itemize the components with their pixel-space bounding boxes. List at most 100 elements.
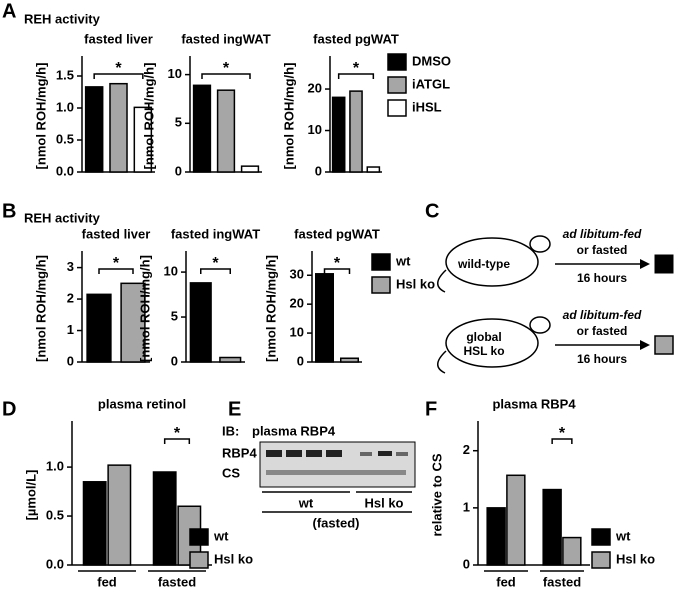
significance-bracket	[98, 268, 134, 274]
panel-letter: A	[2, 0, 16, 22]
y-axis-label: [nmol ROH/mg/h]	[281, 63, 296, 170]
diagram: wild-type global HSL ko ad libitum-fed o…	[437, 227, 674, 374]
legend-label: Hsl ko	[214, 551, 253, 566]
y-tick-label: 5	[175, 115, 182, 130]
label: wild-type	[457, 257, 510, 271]
label: RBP4	[222, 445, 257, 460]
legend-swatch	[371, 276, 391, 294]
y-tick-label: 30	[290, 267, 304, 282]
significance-label: *	[559, 425, 566, 442]
bar	[86, 293, 112, 363]
bar	[152, 471, 177, 566]
blot: IB: plasma RBP4 RBP4 CS wt Hsl ko (faste…	[222, 423, 416, 530]
bar	[340, 357, 359, 363]
y-tick-label: 0.5	[46, 507, 64, 522]
label: IB:	[222, 423, 239, 438]
y-tick-label: 0.0	[46, 556, 64, 571]
significance-label: *	[334, 255, 341, 272]
y-tick-label: 1.5	[56, 67, 74, 82]
significance-bracket	[163, 438, 191, 444]
significance-label: *	[174, 425, 181, 442]
bar	[562, 536, 582, 566]
y-axis-label: [nmol ROH/mg/h]	[263, 255, 278, 362]
y-tick-label: 0.5	[56, 131, 74, 146]
bar	[315, 273, 334, 363]
legend-label: iHSL	[412, 99, 442, 114]
y-tick-label: 20	[308, 80, 322, 95]
x-tick-label: fasted	[158, 574, 196, 589]
outcome-box	[654, 254, 674, 274]
y-tick-label: 1	[463, 499, 470, 514]
y-axis-label: [nmol ROH/mg/h]	[137, 255, 152, 362]
bar	[219, 356, 242, 363]
label: Hsl ko	[364, 495, 403, 510]
significance-bracket	[93, 73, 144, 79]
y-tick-label: 0	[297, 353, 304, 368]
y-axis-label: [µmol/L]	[23, 470, 38, 521]
bands	[266, 450, 408, 457]
label: HSL ko	[463, 344, 504, 358]
bar	[331, 96, 346, 173]
y-tick-label: 5	[171, 308, 178, 323]
significance-bracket	[200, 268, 231, 274]
blot-image	[259, 441, 416, 488]
chart-title: plasma RBP4	[492, 396, 576, 411]
x-tick-label: fed	[97, 574, 117, 589]
legend-swatch	[591, 528, 611, 546]
mouse-tail	[437, 269, 447, 293]
bar	[133, 106, 153, 173]
bar	[82, 481, 107, 566]
bar	[366, 166, 381, 173]
legend-swatch	[387, 99, 407, 117]
legend-swatch	[189, 528, 209, 546]
chart-title: fasted pgWAT	[313, 31, 399, 46]
label: ad libitum-fed	[563, 308, 642, 322]
significance-bracket	[323, 268, 351, 274]
significance-bracket	[337, 73, 375, 79]
mouse	[445, 237, 539, 287]
y-tick-label: 0.0	[56, 163, 74, 178]
legend-swatch	[387, 53, 407, 71]
legend-label: wt	[395, 253, 411, 268]
bar	[349, 90, 363, 173]
y-tick-label: 0	[463, 556, 470, 571]
label: or fasted	[577, 324, 628, 338]
legend-label: wt	[213, 528, 229, 543]
bar	[192, 84, 212, 173]
x-tick-label: fasted	[543, 574, 581, 589]
panel-letter: B	[2, 200, 16, 222]
y-tick-label: 10	[308, 122, 322, 137]
mouse-tail	[437, 350, 447, 374]
panel-letter: E	[228, 398, 241, 420]
panel-letter: D	[2, 398, 16, 420]
label: or fasted	[577, 243, 628, 257]
bar	[506, 474, 526, 566]
bar	[120, 282, 146, 363]
label: ad libitum-fed	[563, 227, 642, 241]
outcome-box	[654, 335, 674, 355]
chart-title: fasted liver	[84, 31, 153, 46]
significance-bracket	[551, 438, 573, 444]
y-axis-label: [nmol ROH/mg/h]	[33, 63, 48, 170]
panel-header: REH activity	[24, 11, 101, 26]
label: plasma RBP4	[252, 423, 336, 438]
y-tick-label: 2	[67, 290, 74, 305]
arrowhead	[640, 259, 650, 269]
chart-title: fasted liver	[82, 226, 151, 241]
mouse	[445, 318, 539, 368]
mouse-ear	[529, 316, 551, 334]
legend-swatch	[371, 253, 391, 271]
significance-label: *	[223, 60, 230, 77]
y-tick-label: 0	[67, 353, 74, 368]
y-tick-label: 0	[175, 163, 182, 178]
bar	[84, 86, 104, 173]
bar	[486, 507, 506, 566]
x-tick-label: fed	[496, 574, 516, 589]
chart-title: fasted pgWAT	[294, 226, 380, 241]
legend-swatch	[591, 551, 611, 569]
panel-letter: C	[425, 200, 439, 222]
significance-label: *	[353, 60, 360, 77]
y-tick-label: 0	[315, 163, 322, 178]
bar	[109, 82, 128, 173]
panel-letter: F	[425, 398, 437, 420]
